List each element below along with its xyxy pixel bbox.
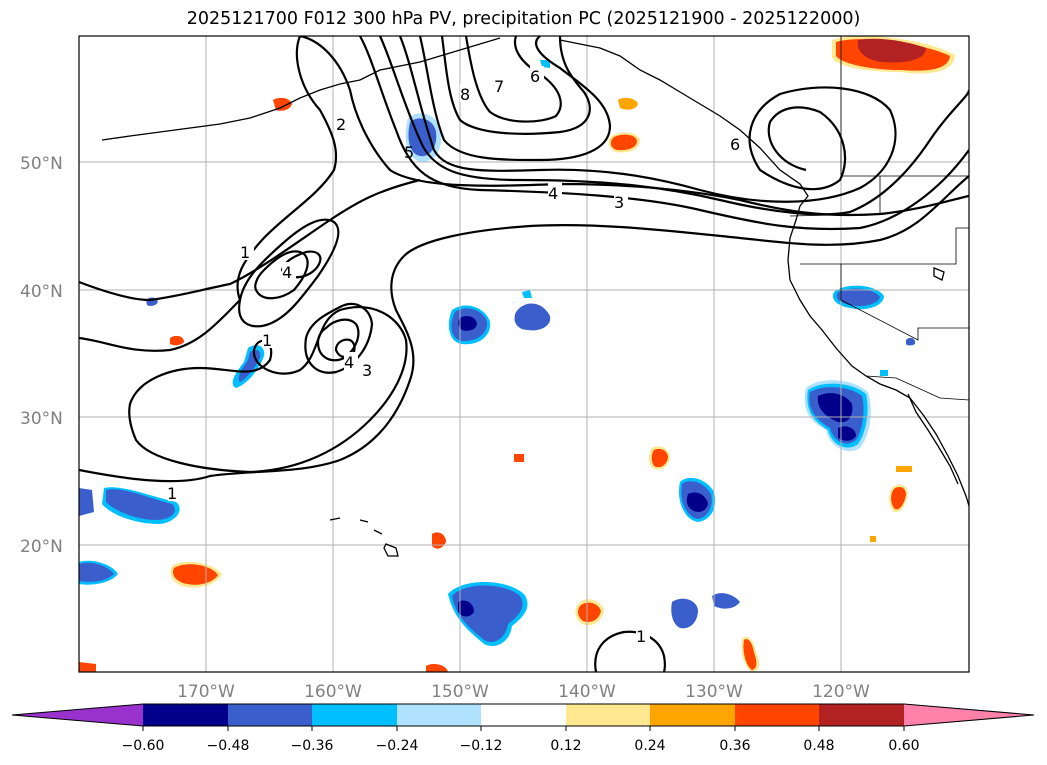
precip-blob <box>838 426 856 441</box>
colorbar-tick-label: −0.60 <box>122 738 165 754</box>
colorbar-segment <box>312 704 397 726</box>
colorbar-extend-high <box>904 704 1034 726</box>
colorbar-segment <box>650 704 735 726</box>
precip-blob <box>458 600 474 617</box>
colorbar-segment <box>143 704 228 726</box>
colorbar-segment <box>228 704 312 726</box>
precip-blob <box>79 488 94 516</box>
contour-label: 1 <box>262 331 272 350</box>
precip-blob <box>896 466 912 472</box>
precip-blob <box>79 562 114 582</box>
colorbar-tick-label: 0.48 <box>803 738 834 754</box>
precip-blob <box>891 487 906 510</box>
contour-label: 4 <box>282 263 292 282</box>
precip-blob <box>170 335 184 346</box>
precip-blob <box>426 664 448 672</box>
contour-label: 1 <box>240 243 250 262</box>
precip-blob <box>857 38 926 63</box>
contour-label: 3 <box>614 193 624 212</box>
precip-blob <box>106 489 175 520</box>
precip-blob <box>817 393 853 423</box>
lon-label: 170°W <box>177 682 235 702</box>
lat-label: 50°N <box>20 154 63 174</box>
pv-contours <box>79 36 969 672</box>
colorbar-tick-label: −0.36 <box>291 738 334 754</box>
colorbar-segment <box>481 704 566 726</box>
precip-blob <box>686 492 708 512</box>
precip-blob <box>578 602 601 622</box>
precip-blob <box>870 536 876 542</box>
contour-labels: 1 1 1 1 2 3 3 4 4 4 5 6 6 7 8 <box>167 66 744 646</box>
contour-label: 7 <box>494 77 504 96</box>
lon-label: 130°W <box>685 682 743 702</box>
lon-label: 140°W <box>558 682 616 702</box>
colorbar-tick-label: 0.60 <box>888 738 919 754</box>
contour-label: 1 <box>636 627 646 646</box>
lat-label: 30°N <box>20 409 63 429</box>
contour-label: 2 <box>336 115 346 134</box>
colorbar-extend-low <box>12 704 143 726</box>
precip-blob <box>906 337 916 346</box>
precip-blob <box>173 564 218 585</box>
contour-label: 4 <box>344 353 354 372</box>
colorbar-tick-label: 0.36 <box>719 738 750 754</box>
colorbar: −0.60 −0.48 −0.36 −0.24 −0.12 0.12 0.24 … <box>11 703 1035 754</box>
contour-label: 3 <box>362 361 372 380</box>
lat-label: 20°N <box>20 537 63 557</box>
colorbar-tick-label: −0.24 <box>376 738 419 754</box>
colorbar-segment <box>566 704 650 726</box>
map-background <box>79 36 969 672</box>
colorbar-tick-label: 0.12 <box>550 738 581 754</box>
lon-label: 150°W <box>431 682 489 702</box>
colorbar-tick-label: −0.48 <box>207 738 250 754</box>
precip-blob <box>79 662 96 672</box>
precip-blob <box>452 585 523 643</box>
longitude-labels: 170°W 160°W 150°W 140°W 130°W 120°W <box>177 682 870 702</box>
precip-blob <box>671 598 698 629</box>
colorbar-tick-label: −0.12 <box>460 738 503 754</box>
colorbar-segment <box>397 704 481 726</box>
precip-blob <box>610 134 637 151</box>
precip-blob <box>514 303 551 331</box>
colorbar-tick-label: 0.24 <box>634 738 665 754</box>
colorbar-segment <box>819 704 904 726</box>
contour-label: 8 <box>460 85 470 104</box>
precip-blob <box>522 290 532 298</box>
plot-title: 2025121700 F012 300 hPa PV, precipitatio… <box>186 9 861 29</box>
lon-label: 160°W <box>304 682 362 702</box>
precip-blob <box>514 454 524 462</box>
precip-blob <box>273 97 292 111</box>
latitude-labels: 50°N 40°N 30°N 20°N <box>20 154 63 557</box>
contour-label: 1 <box>167 484 177 503</box>
map-frame <box>78 35 970 673</box>
precip-blob <box>651 448 668 468</box>
contour-label: 6 <box>530 67 540 86</box>
precip-blob <box>618 97 638 110</box>
contour-label: 4 <box>548 184 558 203</box>
precip-blob <box>743 639 757 670</box>
contour-label: 5 <box>404 143 414 162</box>
precip-blob <box>458 316 477 331</box>
lat-label: 40°N <box>20 282 63 302</box>
precip-blob <box>836 288 880 307</box>
precip-blob <box>880 370 888 376</box>
colorbar-segment <box>735 704 819 726</box>
contour-label: 6 <box>730 135 740 154</box>
precip-blob <box>712 593 740 609</box>
lon-label: 120°W <box>812 682 870 702</box>
